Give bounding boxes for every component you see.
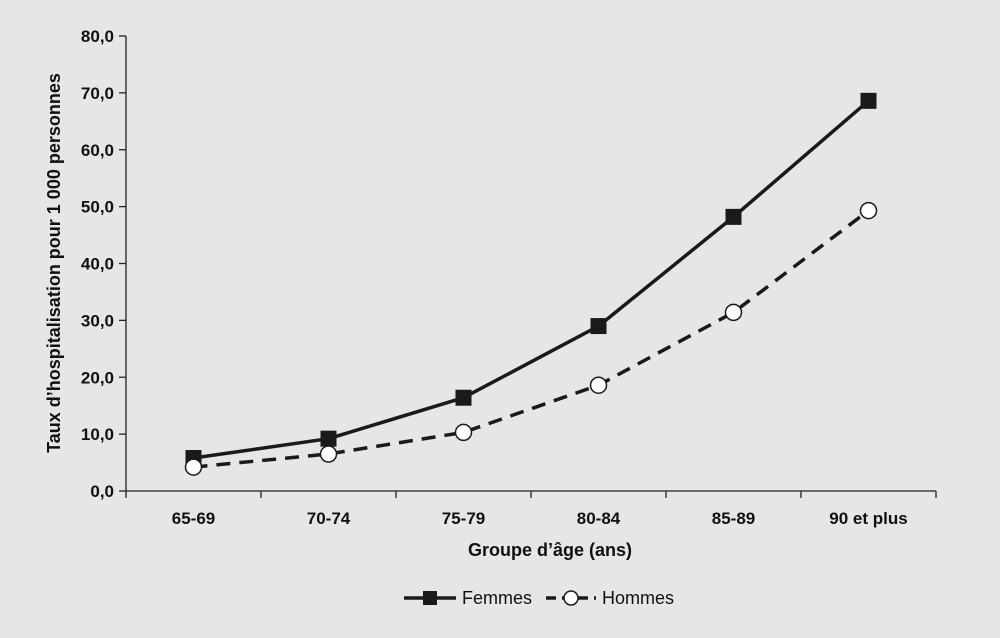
legend-marker-femmes <box>423 591 437 605</box>
legend-label-femmes: Femmes <box>462 588 532 608</box>
data-point-hommes <box>184 458 203 476</box>
data-point-femmes <box>320 430 337 447</box>
data-point-hommes <box>859 201 878 220</box>
x-tick-label: 80-84 <box>577 509 621 528</box>
x-tick-label: 90 et plus <box>829 509 907 528</box>
y-tick-label: 10,0 <box>81 425 114 444</box>
x-tick-label: 65-69 <box>172 509 215 528</box>
data-point-femmes <box>860 92 877 109</box>
data-point-femmes <box>590 318 607 335</box>
legend-label-hommes: Hommes <box>602 588 674 608</box>
data-point-femmes <box>725 208 742 225</box>
y-tick-label: 40,0 <box>81 255 114 274</box>
series-line-hommes <box>193 209 870 469</box>
x-axis-title: Groupe d’âge (ans) <box>468 540 632 560</box>
legend-marker-hommes <box>563 590 579 606</box>
legend-item-hommes: Hommes <box>546 588 674 608</box>
y-axis: 0,0 10,0 20,0 30,0 40,0 50,0 60,0 70,0 80,0 <box>81 27 127 501</box>
y-tick-label: 30,0 <box>81 311 114 330</box>
series-line-femmes <box>193 99 870 460</box>
y-tick-label: 60,0 <box>81 141 114 160</box>
x-axis: 65-69 70-74 75-79 80-84 85-89 90 et plus <box>125 490 937 528</box>
y-tick-label: 0,0 <box>90 482 114 501</box>
series-hommes <box>184 201 878 476</box>
legend: Femmes Hommes <box>404 588 674 608</box>
series-layer <box>184 92 878 476</box>
data-point-femmes <box>455 389 472 406</box>
legend-item-femmes: Femmes <box>404 588 532 608</box>
y-tick-label: 20,0 <box>81 368 114 387</box>
data-point-hommes <box>319 445 338 463</box>
x-tick-label: 85-89 <box>712 509 755 528</box>
data-point-hommes <box>724 303 743 322</box>
y-tick-label: 80,0 <box>81 27 114 46</box>
data-point-hommes <box>454 423 473 442</box>
x-tick-label: 75-79 <box>442 509 485 528</box>
y-axis-title: Taux d’hospitalisation pour 1 000 person… <box>44 73 64 453</box>
y-tick-label: 70,0 <box>81 84 114 103</box>
x-tick-label: 70-74 <box>307 509 351 528</box>
y-tick-label: 50,0 <box>81 198 114 217</box>
series-femmes <box>185 92 877 467</box>
data-point-hommes <box>589 376 608 394</box>
